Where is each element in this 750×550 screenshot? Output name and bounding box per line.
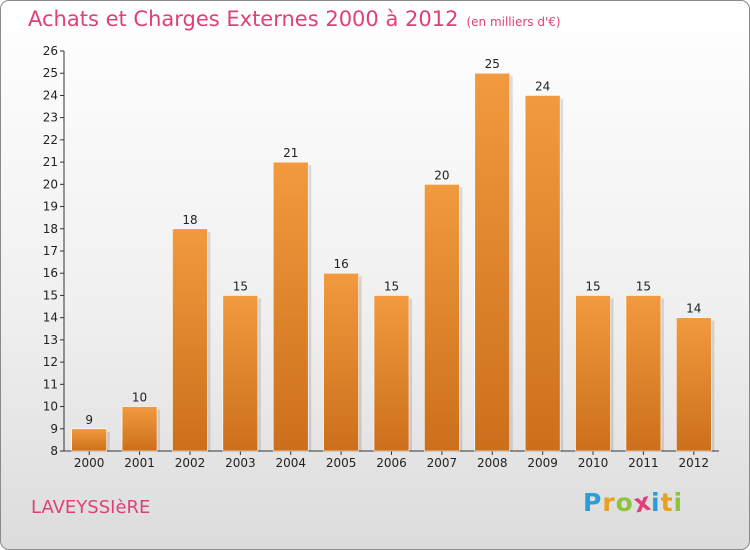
y-tick-label: 9 bbox=[50, 422, 58, 436]
bar-2000[interactable] bbox=[71, 428, 107, 452]
y-tick-label: 20 bbox=[43, 177, 58, 191]
value-label: 21 bbox=[283, 146, 298, 160]
logo-letter: i bbox=[651, 488, 661, 517]
x-tick-label: 2003 bbox=[225, 456, 256, 470]
chart-title: Achats et Charges Externes 2000 à 2012 (e… bbox=[28, 7, 561, 31]
x-tick-label: 2005 bbox=[326, 456, 357, 470]
bar-2010[interactable] bbox=[575, 295, 611, 452]
value-label: 25 bbox=[485, 57, 500, 71]
x-tick-label: 2000 bbox=[74, 456, 105, 470]
bar-2003[interactable] bbox=[222, 295, 259, 452]
y-tick-label: 21 bbox=[43, 155, 58, 169]
y-tick-label: 15 bbox=[43, 288, 58, 302]
logo-letter: P bbox=[583, 488, 603, 517]
bar-2009[interactable] bbox=[524, 95, 561, 452]
y-tick-label: 18 bbox=[43, 222, 58, 236]
bar-2007[interactable] bbox=[424, 184, 460, 452]
x-tick-label: 2010 bbox=[578, 456, 609, 470]
y-tick-label: 12 bbox=[43, 355, 58, 369]
logo-letter: o bbox=[615, 488, 634, 517]
value-label: 18 bbox=[182, 213, 197, 227]
x-tick-label: 2007 bbox=[427, 456, 458, 470]
y-tick-label: 25 bbox=[43, 66, 58, 80]
bar-2004[interactable] bbox=[272, 161, 309, 452]
y-tick-label: 13 bbox=[43, 333, 58, 347]
value-label: 20 bbox=[434, 168, 449, 182]
value-label: 15 bbox=[636, 279, 651, 293]
bar-2008[interactable] bbox=[474, 72, 511, 452]
y-tick-label: 11 bbox=[43, 377, 58, 391]
x-tick-label: 2008 bbox=[477, 456, 508, 470]
chart-subtitle: (en milliers d'€) bbox=[466, 15, 561, 29]
value-label: 15 bbox=[384, 279, 399, 293]
y-tick-label: 24 bbox=[43, 88, 58, 102]
bar-2002[interactable] bbox=[172, 228, 208, 452]
value-label: 15 bbox=[585, 279, 600, 293]
y-tick-label: 22 bbox=[43, 133, 58, 147]
x-tick-label: 2011 bbox=[628, 456, 659, 470]
x-tick-label: 2006 bbox=[376, 456, 407, 470]
y-tick-label: 26 bbox=[43, 44, 58, 58]
y-tick-label: 14 bbox=[43, 311, 58, 325]
value-label: 9 bbox=[85, 413, 93, 427]
commune-name: LAVEYSSIèRE bbox=[31, 497, 151, 518]
proxiti-logo[interactable]: Proxiti bbox=[583, 487, 684, 519]
y-tick-label: 19 bbox=[43, 200, 58, 214]
bar-2011[interactable] bbox=[625, 295, 662, 452]
value-label: 24 bbox=[535, 79, 550, 93]
value-label: 16 bbox=[333, 257, 348, 271]
bar-2012[interactable] bbox=[676, 317, 712, 452]
x-tick-label: 2009 bbox=[527, 456, 558, 470]
x-tick-label: 2001 bbox=[124, 456, 155, 470]
logo-letter: i bbox=[673, 488, 684, 517]
x-tick-label: 2004 bbox=[275, 456, 306, 470]
logo-letter: t bbox=[660, 488, 674, 517]
bar-2005[interactable] bbox=[323, 272, 359, 452]
value-label: 10 bbox=[132, 391, 147, 405]
x-tick-label: 2012 bbox=[679, 456, 710, 470]
y-tick-label: 23 bbox=[43, 111, 58, 125]
bar-2006[interactable] bbox=[373, 295, 410, 452]
y-tick-label: 17 bbox=[43, 244, 58, 258]
x-tick-label: 2002 bbox=[175, 456, 206, 470]
y-tick-label: 10 bbox=[43, 400, 58, 414]
y-tick-label: 8 bbox=[50, 444, 58, 458]
logo-letter: r bbox=[602, 488, 616, 517]
bar-2001[interactable] bbox=[121, 406, 158, 452]
value-label: 14 bbox=[686, 302, 701, 316]
value-label: 15 bbox=[233, 279, 248, 293]
y-tick-label: 16 bbox=[43, 266, 58, 280]
